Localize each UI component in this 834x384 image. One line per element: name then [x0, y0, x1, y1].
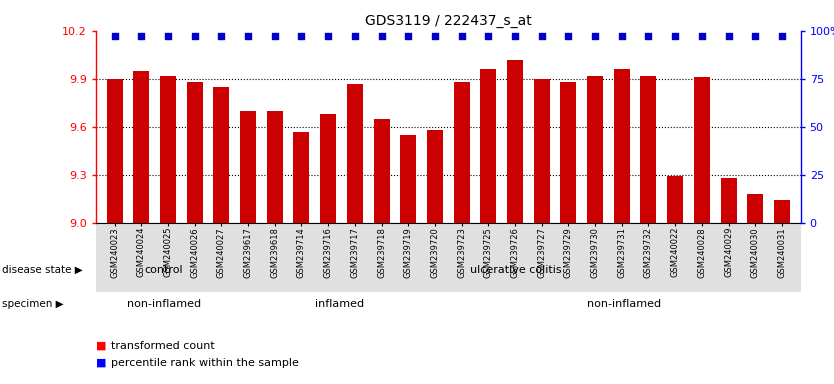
Bar	[641, 76, 656, 223]
Bar	[480, 69, 496, 223]
Bar	[187, 82, 203, 223]
Bar	[267, 111, 283, 223]
Bar	[560, 82, 576, 223]
Text: non-inflamed: non-inflamed	[127, 299, 201, 310]
Bar	[320, 114, 336, 223]
Bar	[240, 111, 256, 223]
Text: percentile rank within the sample: percentile rank within the sample	[111, 358, 299, 368]
Bar	[400, 135, 416, 223]
Bar	[454, 82, 470, 223]
Bar	[0, 383, 5, 384]
Bar	[107, 79, 123, 223]
Text: transformed count: transformed count	[111, 341, 214, 351]
Bar	[774, 200, 790, 223]
Text: specimen ▶: specimen ▶	[2, 299, 63, 310]
Point	[509, 33, 522, 39]
Bar	[160, 76, 176, 223]
Bar	[374, 119, 389, 223]
Bar	[5, 383, 13, 384]
Point	[615, 33, 629, 39]
Point	[161, 33, 174, 39]
Text: ulcerative colitis: ulcerative colitis	[470, 265, 562, 275]
Point	[776, 33, 789, 39]
Point	[108, 33, 121, 39]
Point	[241, 33, 254, 39]
Bar	[534, 79, 550, 223]
Bar	[214, 87, 229, 223]
Point	[455, 33, 469, 39]
Point	[696, 33, 709, 39]
Point	[428, 33, 441, 39]
Point	[188, 33, 201, 39]
Point	[401, 33, 414, 39]
Text: ■: ■	[96, 341, 107, 351]
Point	[669, 33, 682, 39]
Point	[589, 33, 602, 39]
Bar	[667, 176, 683, 223]
Bar	[694, 77, 710, 223]
Point	[535, 33, 549, 39]
Title: GDS3119 / 222437_s_at: GDS3119 / 222437_s_at	[365, 14, 531, 28]
Bar	[507, 60, 523, 223]
Text: inflamed: inflamed	[315, 299, 364, 310]
Bar	[13, 383, 26, 384]
Bar	[587, 76, 603, 223]
Point	[294, 33, 308, 39]
Point	[374, 33, 388, 39]
Point	[722, 33, 736, 39]
Bar	[427, 130, 443, 223]
Point	[749, 33, 762, 39]
Text: ■: ■	[96, 358, 107, 368]
Bar	[5, 383, 26, 384]
Text: non-inflamed: non-inflamed	[587, 299, 661, 310]
Bar	[614, 69, 630, 223]
Bar	[133, 71, 149, 223]
Bar	[347, 84, 363, 223]
Text: control: control	[144, 265, 183, 275]
Bar	[747, 194, 763, 223]
Point	[562, 33, 575, 39]
Point	[348, 33, 361, 39]
Text: disease state ▶: disease state ▶	[2, 265, 83, 275]
Point	[482, 33, 495, 39]
Point	[214, 33, 228, 39]
Point	[134, 33, 148, 39]
Bar	[0, 383, 5, 384]
Bar	[294, 132, 309, 223]
Point	[642, 33, 656, 39]
Point	[321, 33, 334, 39]
Bar	[721, 178, 736, 223]
Point	[268, 33, 281, 39]
